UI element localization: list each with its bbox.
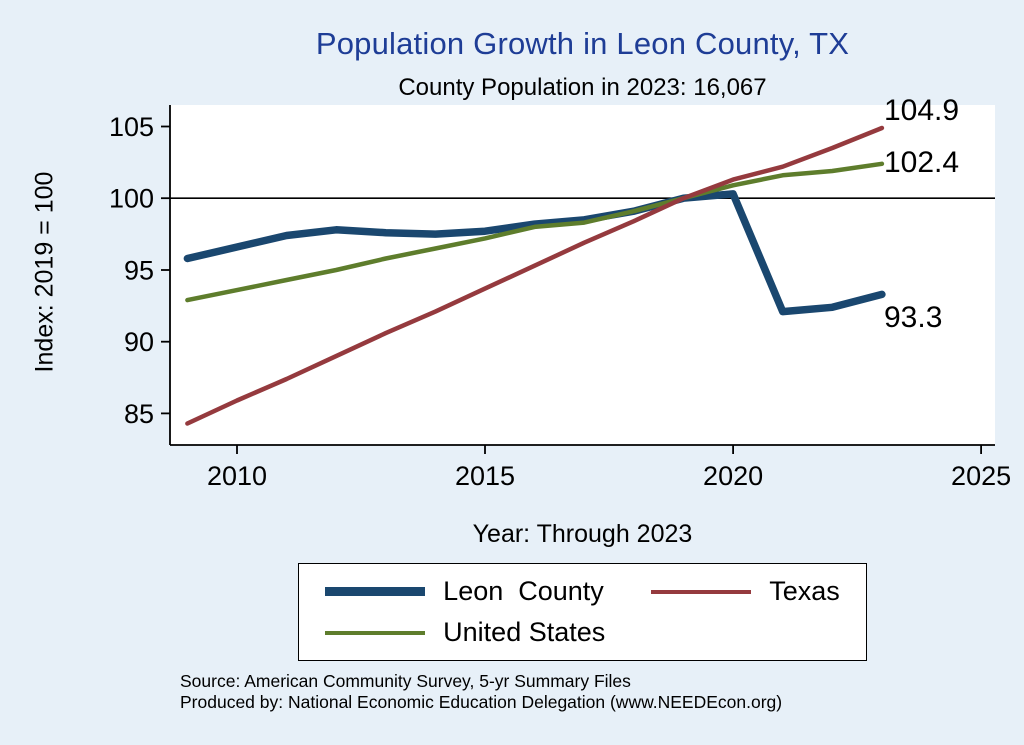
svg-text:100: 100 bbox=[109, 184, 154, 214]
source-block: Source: American Community Survey, 5-yr … bbox=[180, 671, 782, 714]
chart-title: Population Growth in Leon County, TX bbox=[315, 26, 850, 61]
legend-item-united-states: United States bbox=[325, 617, 605, 648]
svg-text:105: 105 bbox=[109, 112, 154, 142]
legend-item-leon-county: Leon County bbox=[325, 576, 605, 607]
end-label-united-states: 102.4 bbox=[884, 146, 960, 179]
texas-line-swatch bbox=[651, 589, 752, 594]
legend-item-texas: Texas bbox=[651, 576, 840, 607]
svg-text:2025: 2025 bbox=[951, 461, 1011, 491]
source-line-1: Source: American Community Survey, 5-yr … bbox=[180, 671, 631, 691]
chart-subtitle: County Population in 2023: 16,067 bbox=[398, 74, 767, 101]
svg-text:90: 90 bbox=[124, 327, 154, 357]
end-label-leon-county: 93.3 bbox=[884, 301, 943, 334]
end-label-texas: 104.9 bbox=[884, 94, 960, 127]
svg-text:2010: 2010 bbox=[207, 461, 267, 491]
legend: Leon County Texas United States bbox=[170, 563, 995, 661]
svg-text:2020: 2020 bbox=[703, 461, 763, 491]
svg-text:85: 85 bbox=[124, 399, 154, 429]
svg-text:2015: 2015 bbox=[455, 461, 515, 491]
x-axis-label: Year: Through 2023 bbox=[472, 520, 693, 548]
legend-label-texas: Texas bbox=[769, 576, 840, 606]
svg-text:95: 95 bbox=[124, 255, 154, 285]
legend-label-leon-county: Leon County bbox=[443, 576, 604, 606]
legend-box: Leon County Texas United States bbox=[298, 563, 867, 661]
leon-county-line-swatch bbox=[325, 587, 426, 596]
united-states-line-swatch bbox=[325, 630, 426, 635]
source-line-2: Produced by: National Economic Education… bbox=[180, 692, 783, 713]
legend-label-united-states: United States bbox=[443, 617, 606, 647]
